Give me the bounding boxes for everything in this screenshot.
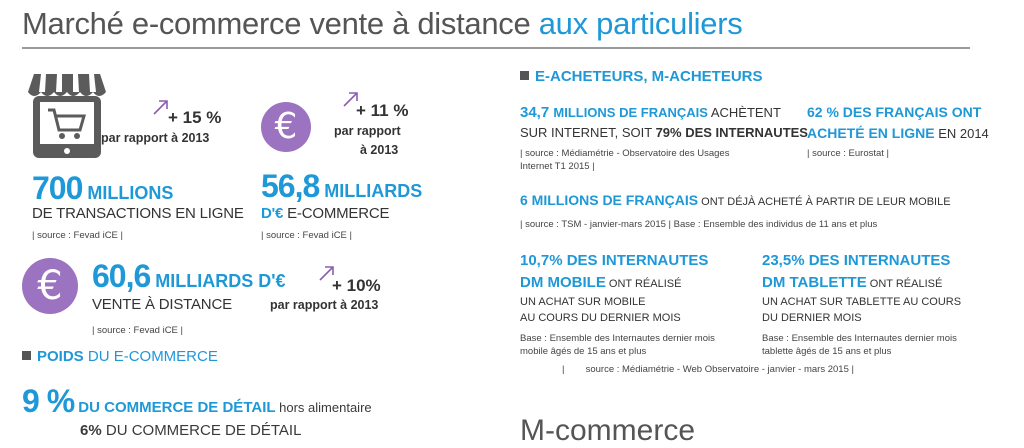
stat-text: AU COURS DU DERNIER MOIS <box>520 312 681 324</box>
stat-unit: MILLIARDS D'€ <box>150 271 286 291</box>
stat-acheteurs-line2: SUR INTERNET, SOIT 79% DES INTERNAUTES <box>520 125 808 140</box>
stat-label: 6 MILLIONS DE FRANÇAIS <box>520 192 699 208</box>
stat-poids-line2: 6% DU COMMERCE DE DÉTAIL <box>80 422 301 439</box>
stat-vad: 60,6 MILLIARDS D'€ <box>92 258 286 295</box>
stat-text: EN 2014 <box>934 126 989 141</box>
stat-online-line2: ACHETÉ EN LIGNE EN 2014 <box>807 125 989 143</box>
stat-online: 62 % DES FRANÇAIS ONT <box>807 104 982 120</box>
arrow-up-right-icon <box>343 92 358 107</box>
stat-poids: 9 % DU COMMERCE DE DÉTAIL hors alimentai… <box>22 383 372 420</box>
section-heading-acheteurs: E-ACHETEURS, M-ACHETEURS <box>520 68 763 86</box>
page-title: Marché e-commerce vente à distance aux p… <box>22 6 743 42</box>
source-note: Internet T1 2015 | <box>520 161 595 172</box>
stat-transactions: 700 MILLIONS <box>32 170 173 207</box>
stat-bold: DU COMMERCE DE DÉTAIL <box>74 399 276 416</box>
stat-label: ACHETÉ EN LIGNE <box>807 125 935 141</box>
stat-desc: D'€ E-COMMERCE <box>261 205 389 222</box>
stat-label: DM TABLETTE <box>762 274 867 291</box>
base-note: Base : Ensemble des Internautes dernier … <box>520 333 715 344</box>
euro-icon: € <box>261 102 311 152</box>
stat-change-sub: par rapport à 2013 <box>270 298 379 312</box>
stat-rest: hors alimentaire <box>275 400 372 415</box>
section-heading-poids: POIDS DU E-COMMERCE <box>22 348 218 366</box>
stat-text: UN ACHAT SUR TABLETTE AU COURS <box>762 296 962 308</box>
section-label: E-ACHETEURS, M-ACHETEURS <box>535 68 763 85</box>
stat-value: 60,6 <box>92 258 151 294</box>
stat-dm-tablette-line2: DM TABLETTE ONT RÉALISÉ <box>762 274 942 292</box>
bullet-square-icon <box>520 71 529 80</box>
section-label-rest: DU E-COMMERCE <box>83 348 218 365</box>
stat-text: SUR INTERNET, SOIT <box>520 125 656 140</box>
title-divider <box>22 47 970 49</box>
stat-value: 56,8 <box>261 168 320 204</box>
stat-value: 34,7 <box>520 104 554 121</box>
stat-change-sub: par rapport à 2013 <box>101 131 210 145</box>
base-note: tablette âgés de 15 ans et plus <box>762 346 892 357</box>
stat-dm-mobile-line2: DM MOBILE ONT RÉALISÉ <box>520 274 681 292</box>
stat-change: + 15 % <box>168 108 222 127</box>
stat-text: ACHÈTENT <box>707 105 781 120</box>
stat-change-sub: à 2013 <box>360 143 399 157</box>
base-note: Base : Ensemble des Internautes dernier … <box>762 333 957 344</box>
stat-ecommerce: 56,8 MILLIARDS <box>261 168 422 205</box>
title-main: Marché e-commerce vente à distance <box>22 6 539 41</box>
stat-rest: DU COMMERCE DE DÉTAIL <box>101 422 302 439</box>
stat-text: DU DERNIER MOIS <box>762 312 862 324</box>
base-note: mobile âgés de 15 ans et plus <box>520 346 647 357</box>
source-note: | source : Médiamétrie - Web Observatoir… <box>562 364 854 375</box>
stat-acheteurs: 34,7 MILLIONS DE FRANÇAIS ACHÈTENT <box>520 104 781 122</box>
euro-icon: € <box>22 258 78 314</box>
stat-change-sub: par rapport <box>334 124 401 138</box>
bullet-square-icon <box>22 351 31 360</box>
stat-label: MILLIONS DE FRANÇAIS <box>553 105 708 120</box>
stat-bold: 79% DES INTERNAUTES <box>655 125 808 140</box>
stat-pct: 6% <box>80 422 102 439</box>
stat-text: ONT DÉJÀ ACHETÉ À PARTIR DE LEUR MOBILE <box>698 196 951 208</box>
stat-desc: DE TRANSACTIONS EN LIGNE <box>32 205 244 222</box>
stat-value: 700 <box>32 170 83 206</box>
stat-desc: VENTE À DISTANCE <box>92 296 232 313</box>
source-note: | source : TSM - janvier-mars 2015 | Bas… <box>520 219 878 230</box>
stat-text: UN ACHAT SUR MOBILE <box>520 296 646 308</box>
stat-change: + 11 % <box>356 101 409 120</box>
stat-unit: MILLIARDS <box>319 181 423 201</box>
source-note: | source : Médiamétrie - Observatoire de… <box>520 148 730 159</box>
arrow-up-right-icon <box>153 100 168 115</box>
stat-dm-tablette: 23,5% DES INTERNAUTES <box>762 252 951 269</box>
stat-text: ONT RÉALISÉ <box>605 278 682 290</box>
source-note: | source : Fevad iCE | <box>92 325 183 336</box>
source-note: | source : Fevad iCE | <box>32 230 123 241</box>
stat-mobile-buyers: 6 MILLIONS DE FRANÇAIS ONT DÉJÀ ACHETÉ À… <box>520 192 951 210</box>
stat-text: ONT RÉALISÉ <box>866 278 943 290</box>
stat-dm-mobile: 10,7% DES INTERNAUTES <box>520 252 709 269</box>
stat-value: 9 % <box>22 383 75 419</box>
shop-tablet-icon <box>28 68 106 165</box>
stat-change: + 10% <box>332 276 381 295</box>
stat-desc-text: E-COMMERCE <box>283 205 390 222</box>
stat-label: DM MOBILE <box>520 274 606 291</box>
section-title-mcommerce: M-commerce <box>520 414 696 447</box>
stat-unit: MILLIONS <box>82 183 174 203</box>
section-label-bold: POIDS <box>37 348 84 365</box>
arrow-up-right-icon <box>319 266 334 281</box>
source-note: | source : Fevad iCE | <box>261 230 352 241</box>
source-note: | source : Eurostat | <box>807 148 890 159</box>
title-accent: aux particuliers <box>538 6 743 41</box>
stat-unit: D'€ <box>261 205 284 222</box>
